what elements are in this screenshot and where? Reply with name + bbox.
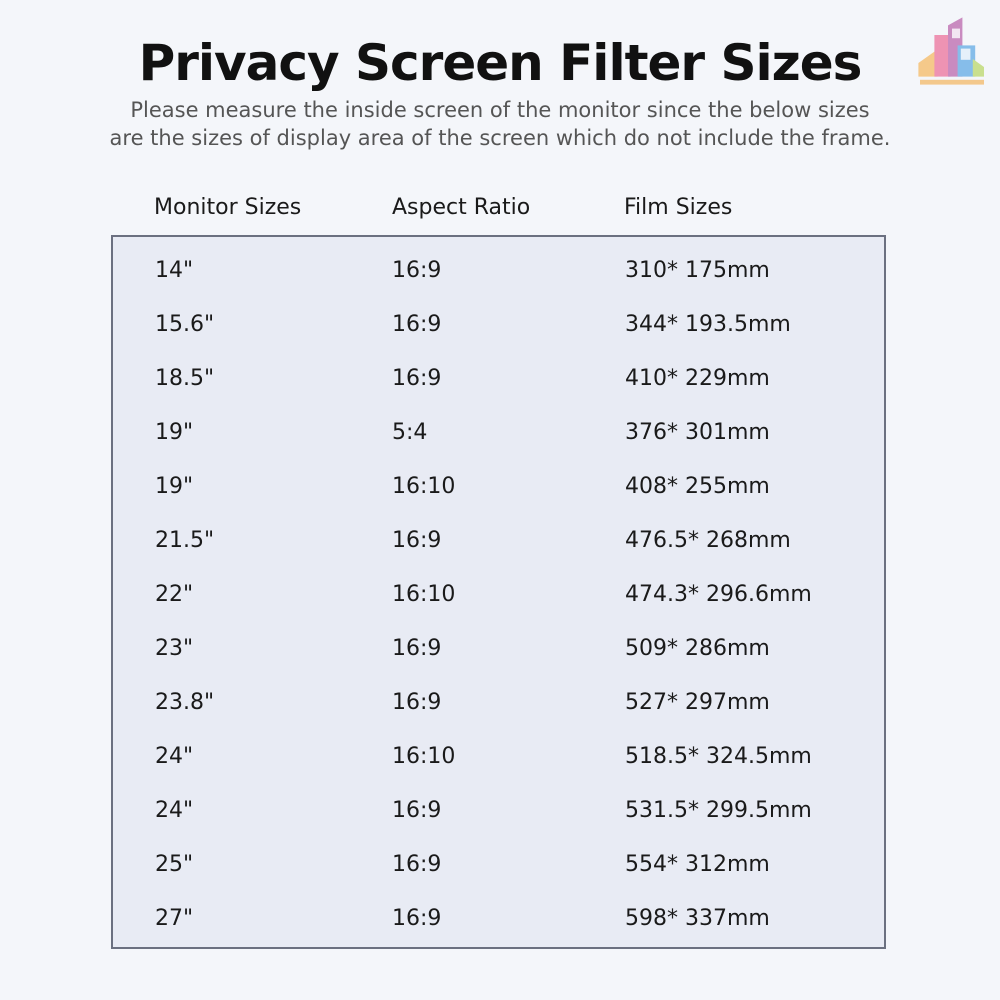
table-row: 24" 16:9 531.5* 299.5mm	[113, 784, 884, 838]
monitor-size: 15.6"	[155, 312, 215, 337]
film-size: 598* 337mm	[625, 906, 770, 931]
aspect-ratio: 16:9	[392, 906, 442, 931]
monitor-size: 14"	[155, 258, 194, 283]
aspect-ratio: 16:9	[392, 528, 442, 553]
aspect-ratio: 16:9	[392, 798, 442, 823]
table-row: 19" 16:10 408* 255mm	[113, 460, 884, 514]
table-row: 19" 5:4 376* 301mm	[113, 406, 884, 460]
aspect-ratio: 16:10	[392, 744, 456, 769]
film-size: 410* 229mm	[625, 366, 770, 391]
aspect-ratio: 16:10	[392, 474, 456, 499]
film-size: 476.5* 268mm	[625, 528, 791, 553]
monitor-size: 19"	[155, 420, 194, 445]
header-aspect-ratio: Aspect Ratio	[392, 195, 531, 220]
film-size: 344* 193.5mm	[625, 312, 791, 337]
monitor-size: 23"	[155, 636, 194, 661]
aspect-ratio: 16:9	[392, 636, 442, 661]
film-size: 376* 301mm	[625, 420, 770, 445]
film-size: 474.3* 296.6mm	[625, 582, 812, 607]
aspect-ratio: 16:9	[392, 312, 442, 337]
film-size: 408* 255mm	[625, 474, 770, 499]
table-row: 23.8" 16:9 527* 297mm	[113, 676, 884, 730]
monitor-size: 22"	[155, 582, 194, 607]
subtitle-line: Please measure the inside screen of the …	[130, 98, 870, 122]
table-row: 18.5" 16:9 410* 229mm	[113, 352, 884, 406]
film-size: 310* 175mm	[625, 258, 770, 283]
table-row: 27" 16:9 598* 337mm	[113, 892, 884, 946]
aspect-ratio: 16:10	[392, 582, 456, 607]
monitor-size: 25"	[155, 852, 194, 877]
table-row: 22" 16:10 474.3* 296.6mm	[113, 568, 884, 622]
film-size: 531.5* 299.5mm	[625, 798, 812, 823]
monitor-size: 24"	[155, 798, 194, 823]
monitor-size: 18.5"	[155, 366, 215, 391]
monitor-size: 24"	[155, 744, 194, 769]
monitor-size: 23.8"	[155, 690, 215, 715]
table-row: 24" 16:10 518.5* 324.5mm	[113, 730, 884, 784]
aspect-ratio: 16:9	[392, 258, 442, 283]
subtitle-line: are the sizes of display area of the scr…	[109, 126, 891, 150]
city-buildings-logo	[918, 17, 984, 85]
page-title: Privacy Screen Filter Sizes	[138, 34, 863, 92]
monitor-size: 27"	[155, 906, 194, 931]
header-film-sizes: Film Sizes	[624, 195, 733, 220]
monitor-size: 19"	[155, 474, 194, 499]
table-row: 15.6" 16:9 344* 193.5mm	[113, 298, 884, 352]
aspect-ratio: 16:9	[392, 690, 442, 715]
subtitle: Please measure the inside screen of the …	[0, 96, 1000, 152]
table-row: 21.5" 16:9 476.5* 268mm	[113, 514, 884, 568]
film-size: 509* 286mm	[625, 636, 770, 661]
monitor-size: 21.5"	[155, 528, 215, 553]
header-monitor-sizes: Monitor Sizes	[154, 195, 302, 220]
aspect-ratio: 16:9	[392, 852, 442, 877]
film-size: 527* 297mm	[625, 690, 770, 715]
table-row: 23" 16:9 509* 286mm	[113, 622, 884, 676]
film-size: 518.5* 324.5mm	[625, 744, 812, 769]
aspect-ratio: 16:9	[392, 366, 442, 391]
film-size: 554* 312mm	[625, 852, 770, 877]
table-row: 25" 16:9 554* 312mm	[113, 838, 884, 892]
size-table: 14" 16:9 310* 175mm 15.6" 16:9 344* 193.5mm 18…	[111, 235, 886, 949]
table-row: 14" 16:9 310* 175mm	[113, 244, 884, 298]
aspect-ratio: 5:4	[392, 420, 428, 445]
